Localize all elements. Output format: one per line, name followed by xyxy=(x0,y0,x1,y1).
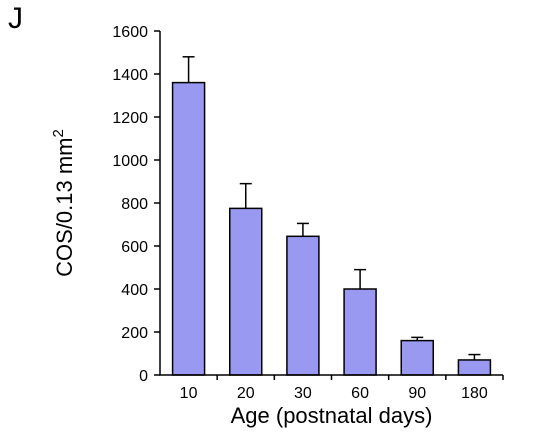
x-axis-ticks: 10 20 30 60 90 180 xyxy=(180,375,504,402)
y-tick-label: 1000 xyxy=(112,153,148,170)
y-axis-ticks: 0 200 400 600 800 1000 1200 1400 1600 xyxy=(112,24,160,385)
y-axis-title: COS/0.13 mm2 xyxy=(50,129,77,277)
y-tick-label: 200 xyxy=(121,325,148,342)
y-axis-title-main: COS/0.13 mm xyxy=(52,137,77,276)
y-axis-title-superscript: 2 xyxy=(50,129,67,137)
y-tick-label: 1200 xyxy=(112,110,148,127)
bar-90 xyxy=(400,339,434,376)
bar-10 xyxy=(171,81,206,376)
bar-30 xyxy=(286,235,320,376)
bar-20 xyxy=(229,207,263,376)
bar-180 xyxy=(457,359,492,376)
y-tick-label: 1600 xyxy=(112,24,148,41)
y-tick-label: 400 xyxy=(121,282,148,299)
y-tick-label: 0 xyxy=(139,368,148,385)
y-tick-label: 1400 xyxy=(112,67,148,84)
x-axis-title: Age (postnatal days) xyxy=(231,403,433,428)
bars-group xyxy=(171,56,492,376)
axes-lines xyxy=(159,31,503,376)
panel-label: J xyxy=(8,2,23,35)
y-tick-label: 800 xyxy=(121,196,148,213)
x-tick-label: 60 xyxy=(351,385,369,402)
bar-60 xyxy=(343,288,377,376)
x-tick-label: 90 xyxy=(408,385,426,402)
x-tick-label: 10 xyxy=(180,385,198,402)
x-tick-label: 20 xyxy=(237,385,255,402)
x-tick-label: 180 xyxy=(461,385,488,402)
y-tick-label: 600 xyxy=(121,239,148,256)
x-tick-label: 30 xyxy=(294,385,312,402)
